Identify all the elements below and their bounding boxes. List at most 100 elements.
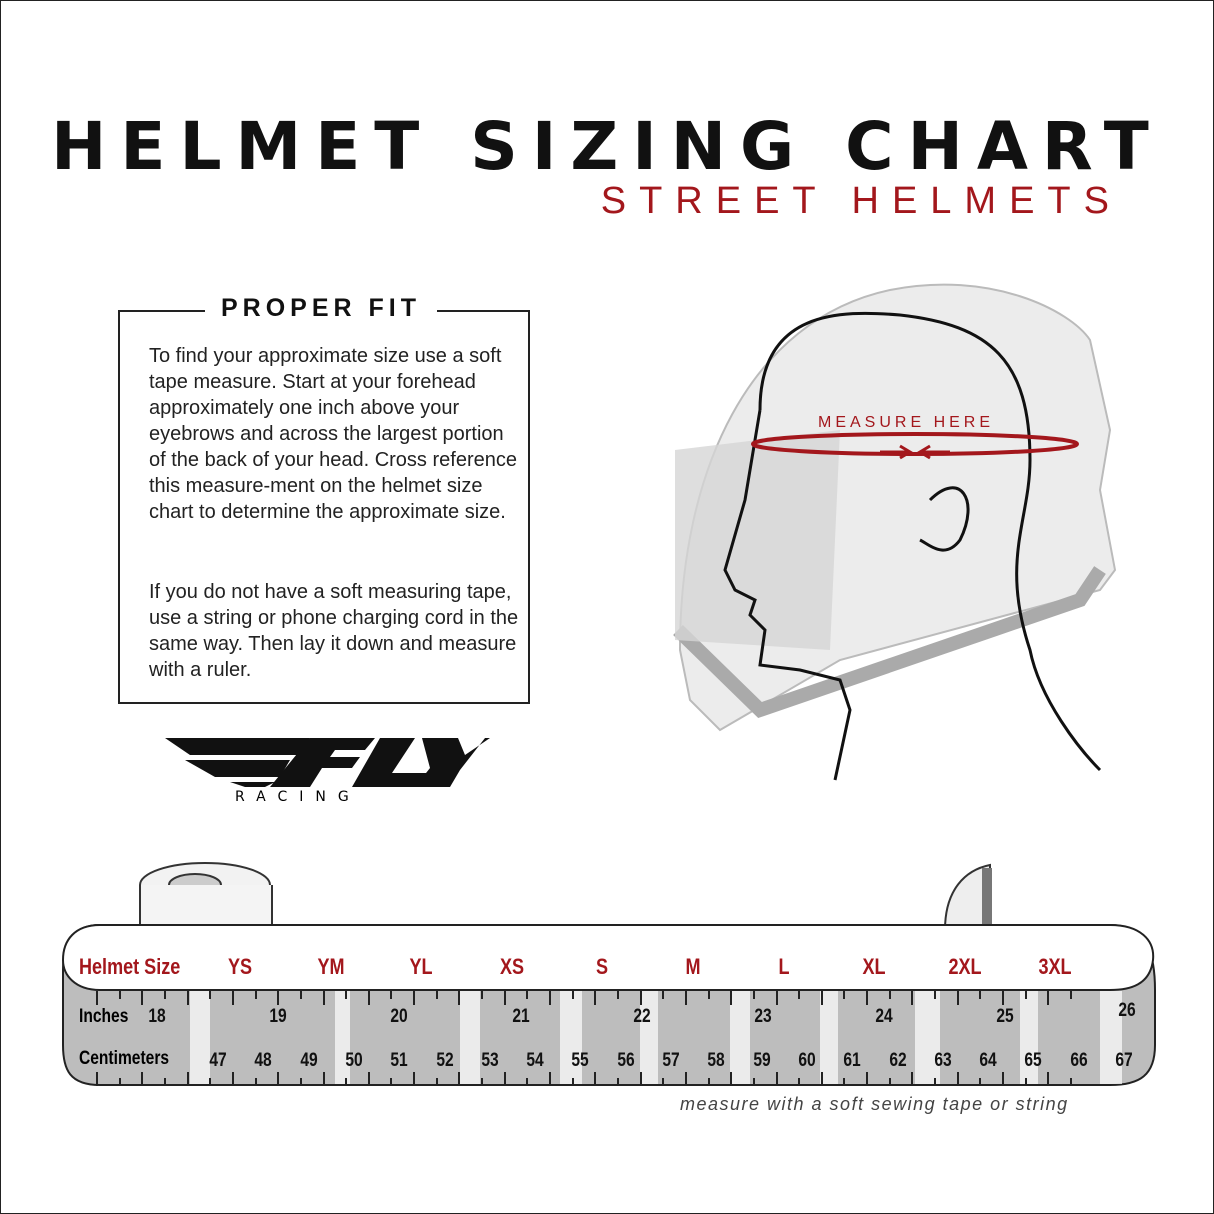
tape-tick <box>707 991 710 999</box>
inch-label: 20 <box>390 1006 409 1027</box>
tape-tick <box>956 1072 959 1086</box>
tape-tick <box>549 1072 551 1086</box>
cm-label: 65 <box>1024 1050 1043 1071</box>
tape-tick <box>299 991 302 999</box>
cm-label: 51 <box>390 1050 408 1071</box>
inch-label: 23 <box>754 1006 772 1027</box>
tape-tick <box>571 991 574 999</box>
tape-tick <box>163 991 166 999</box>
tape-tick <box>209 1078 212 1086</box>
cm-label: 67 <box>1115 1050 1133 1071</box>
tape-tick <box>1002 991 1004 1005</box>
tape-tick <box>413 991 416 1005</box>
page-title: HELMET SIZING CHART <box>51 108 1163 185</box>
tape-tick <box>662 1078 665 1086</box>
cm-label: 61 <box>843 1050 861 1071</box>
cm-label: 48 <box>254 1050 272 1071</box>
tape-tick <box>231 1072 234 1086</box>
cm-label: 64 <box>979 1050 997 1071</box>
tape-tick <box>616 1078 619 1086</box>
tape-tick <box>752 991 755 999</box>
cm-label: 57 <box>662 1050 680 1071</box>
page-subtitle: STREET HELMETS <box>600 180 1122 222</box>
tape-tick <box>843 1078 846 1086</box>
tape-tick <box>481 1078 484 1086</box>
cm-label: 53 <box>481 1050 499 1071</box>
tape-tick <box>503 1072 506 1086</box>
tape-tick <box>186 991 189 1005</box>
tape-tick <box>820 1072 823 1086</box>
tape-tick <box>662 991 665 999</box>
proper-fit-paragraph-1: To find your approximate size use a soft… <box>149 345 517 523</box>
tape-tick <box>730 1072 733 1086</box>
tape-tick <box>775 991 778 1005</box>
tape-tick <box>231 991 234 1005</box>
tape-tick <box>798 1078 801 1086</box>
cm-label: 66 <box>1070 1050 1088 1071</box>
tape-tick <box>390 1078 393 1086</box>
tape-tick <box>367 991 370 1005</box>
tape-tick <box>571 1078 574 1086</box>
tape-tick <box>481 991 484 999</box>
size-label: YM <box>317 954 345 979</box>
tape-tick <box>435 1078 438 1086</box>
tape-tick <box>684 1072 687 1086</box>
tape-tick <box>118 1078 121 1086</box>
tape-tick <box>639 991 642 1005</box>
size-label: XL <box>862 954 886 979</box>
cm-label: 60 <box>798 1050 816 1071</box>
tape-tick <box>526 1078 529 1086</box>
tape-tick <box>390 991 393 999</box>
tape-tick <box>888 1078 891 1086</box>
proper-fit-paragraph-2: If you do not have a soft measuring tape… <box>149 581 519 681</box>
tape-tick <box>707 1078 710 1086</box>
tape-tick <box>979 991 982 999</box>
tape-tick <box>639 1072 642 1086</box>
size-label: YL <box>409 954 433 979</box>
size-label: 2XL <box>948 954 982 979</box>
tape-tick <box>277 991 280 1005</box>
cm-label: 54 <box>526 1050 544 1071</box>
tape-tick <box>413 1072 416 1086</box>
tape-tick <box>277 1072 280 1086</box>
cm-label: 55 <box>571 1050 590 1071</box>
tape-tick <box>163 1078 166 1086</box>
tape-tick <box>367 1072 370 1086</box>
tape-tick <box>730 991 733 1005</box>
tape-tick <box>775 1072 778 1086</box>
cm-label: 50 <box>345 1050 363 1071</box>
cm-label: 49 <box>299 1050 318 1071</box>
tape-tick <box>911 991 914 1005</box>
tape-tick <box>1047 1072 1050 1086</box>
tape-tick <box>956 991 959 1005</box>
size-label: M <box>685 954 701 979</box>
tape-tick <box>1002 1072 1004 1086</box>
cm-label: 62 <box>888 1050 907 1071</box>
size-label: S <box>596 954 609 979</box>
tape-tick <box>1024 1078 1027 1086</box>
helmet-head-illustration <box>673 283 1117 781</box>
tape-tick <box>96 1072 98 1086</box>
fly-racing-logo: RACING <box>165 738 490 805</box>
tape-tick <box>616 991 619 999</box>
tape-tick <box>345 991 348 999</box>
inch-label: 22 <box>633 1006 651 1027</box>
tape-tick <box>866 1072 869 1086</box>
inch-label: 24 <box>875 1006 893 1027</box>
tape-tick <box>684 991 687 1005</box>
tape-tick <box>1047 991 1050 1005</box>
tape-tick <box>798 991 801 999</box>
inch-label: 21 <box>511 1006 530 1027</box>
size-label: XS <box>499 954 524 979</box>
tape-caption: measure with a soft sewing tape or strin… <box>680 1094 1069 1114</box>
measuring-tape <box>61 862 1156 1086</box>
tape-tick <box>526 991 529 999</box>
cm-label: 52 <box>435 1050 454 1071</box>
tape-tick <box>458 991 461 1005</box>
tape-tick <box>820 991 823 1005</box>
tape-tick <box>549 991 551 1005</box>
tape-tick <box>934 1078 937 1086</box>
cm-label: 59 <box>752 1050 771 1071</box>
tape-tick <box>458 1072 461 1086</box>
proper-fit-heading: PROPER FIT <box>205 294 438 323</box>
